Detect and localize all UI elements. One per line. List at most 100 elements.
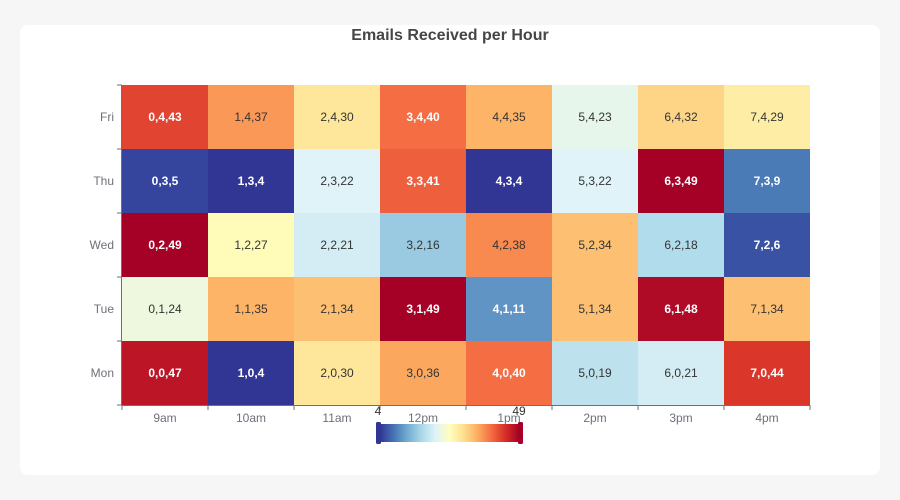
heatmap-cell[interactable]	[466, 277, 552, 341]
y-tick-label: Wed	[90, 238, 114, 252]
heatmap-cell[interactable]	[208, 277, 294, 341]
visual-map-min-handle[interactable]	[376, 422, 381, 444]
cell-value-label: 4,1,11	[493, 302, 526, 316]
heatmap-cell[interactable]	[122, 149, 208, 213]
heatmap-cell[interactable]	[208, 341, 294, 405]
cell-value-label: 0,0,47	[148, 366, 182, 380]
cell-value-label: 0,3,5	[152, 174, 179, 188]
heatmap-cell[interactable]	[380, 277, 466, 341]
cell-value-label: 6,4,32	[664, 110, 698, 124]
heatmap-cell[interactable]	[122, 341, 208, 405]
visual-map[interactable]: 4 49	[375, 404, 526, 444]
cell-value-label: 0,4,43	[148, 110, 182, 124]
heatmap-cell[interactable]	[724, 277, 810, 341]
heatmap-cell[interactable]	[638, 85, 724, 149]
heatmap-cell[interactable]	[294, 341, 380, 405]
heatmap-cell[interactable]	[466, 341, 552, 405]
y-tick-label: Thu	[93, 174, 114, 188]
cell-value-label: 7,2,6	[754, 238, 781, 252]
visual-map-gradient-bar[interactable]	[380, 424, 519, 442]
cell-value-label: 2,4,30	[320, 110, 354, 124]
x-tick-label: 3pm	[669, 411, 692, 425]
heatmap-cell[interactable]	[466, 85, 552, 149]
x-tick-label: 12pm	[408, 411, 438, 425]
cell-value-label: 6,2,18	[664, 238, 698, 252]
heatmap-cell[interactable]	[552, 277, 638, 341]
heatmap-cell[interactable]	[380, 85, 466, 149]
cell-value-label: 6,3,49	[664, 174, 698, 188]
heatmap-cell[interactable]	[380, 341, 466, 405]
y-tick-label: Fri	[100, 110, 114, 124]
heatmap-cell[interactable]	[294, 149, 380, 213]
heatmap-cell[interactable]	[122, 277, 208, 341]
visual-map-max-handle[interactable]	[518, 422, 523, 444]
heatmap-cell[interactable]	[552, 213, 638, 277]
chart-title: Emails Received per Hour	[351, 27, 549, 44]
heatmap-cell[interactable]	[466, 149, 552, 213]
cell-value-label: 5,3,22	[578, 174, 612, 188]
cell-value-label: 5,2,34	[578, 238, 612, 252]
heatmap-cell[interactable]	[552, 149, 638, 213]
cell-value-label: 1,2,27	[234, 238, 268, 252]
cell-value-label: 7,4,29	[750, 110, 784, 124]
visual-map-max-label: 49	[512, 404, 526, 418]
heatmap-cell[interactable]	[294, 213, 380, 277]
cell-value-label: 1,1,35	[234, 302, 268, 316]
heatmap-cell[interactable]	[380, 149, 466, 213]
heatmap-cell[interactable]	[724, 85, 810, 149]
cell-value-label: 1,0,4	[238, 366, 265, 380]
heatmap-cell[interactable]	[638, 213, 724, 277]
x-tick-label: 1pm	[497, 411, 520, 425]
cell-value-label: 4,2,38	[492, 238, 526, 252]
cell-value-label: 1,3,4	[238, 174, 265, 188]
x-tick-label: 9am	[153, 411, 176, 425]
heatmap-cell[interactable]	[294, 277, 380, 341]
cell-value-label: 7,1,34	[750, 302, 784, 316]
cell-value-label: 2,3,22	[320, 174, 354, 188]
cell-value-label: 6,1,48	[664, 302, 698, 316]
heatmap-cells: 0,0,47 1,0,4 2,0,30 3,0,36 4,0,40 5,0,19 6,0,2…	[122, 85, 810, 405]
heatmap-cell[interactable]	[724, 213, 810, 277]
cell-value-label: 7,3,9	[754, 174, 781, 188]
cell-value-label: 2,2,21	[320, 238, 354, 252]
cell-value-label: 2,0,30	[320, 366, 354, 380]
heatmap-cell[interactable]	[294, 85, 380, 149]
heatmap-cell[interactable]	[208, 85, 294, 149]
heatmap-cell[interactable]	[466, 213, 552, 277]
heatmap-cell[interactable]	[552, 341, 638, 405]
cell-value-label: 5,0,19	[578, 366, 612, 380]
x-tick-label: 2pm	[583, 411, 606, 425]
x-tick-label: 4pm	[755, 411, 778, 425]
cell-value-label: 5,1,34	[578, 302, 612, 316]
y-tick-label: Tue	[94, 302, 115, 316]
x-tick-label: 11am	[322, 411, 351, 425]
heatmap-cell[interactable]	[638, 277, 724, 341]
cell-value-label: 3,4,40	[406, 110, 440, 124]
cell-value-label: 4,0,40	[492, 366, 526, 380]
x-tick-label: 10am	[236, 411, 266, 425]
heatmap-cell[interactable]	[724, 149, 810, 213]
cell-value-label: 3,2,16	[406, 238, 440, 252]
heatmap-cell[interactable]	[122, 213, 208, 277]
axes: 9am 10am 11am 12pm 1pm 2pm 3pm 4pm Mon Tue Wed Thu F…	[90, 84, 811, 425]
heatmap-cell[interactable]	[724, 341, 810, 405]
cell-value-label: 5,4,23	[578, 110, 612, 124]
cell-value-label: 3,1,49	[406, 302, 440, 316]
y-tick-label: Mon	[91, 366, 114, 380]
cell-value-label: 3,3,41	[406, 174, 440, 188]
heatmap-cell[interactable]	[638, 341, 724, 405]
heatmap-cell[interactable]	[122, 85, 208, 149]
heatmap-cell[interactable]	[208, 213, 294, 277]
heatmap-cell[interactable]	[380, 213, 466, 277]
cell-value-label: 3,0,36	[406, 366, 440, 380]
cell-value-label: 4,3,4	[496, 174, 523, 188]
cell-value-label: 0,2,49	[148, 238, 182, 252]
cell-value-label: 2,1,34	[320, 302, 354, 316]
cell-value-label: 4,4,35	[492, 110, 526, 124]
cell-value-label: 6,0,21	[664, 366, 698, 380]
heatmap-cell[interactable]	[208, 149, 294, 213]
heatmap-cell[interactable]	[552, 85, 638, 149]
visual-map-min-label: 4	[375, 404, 382, 418]
heatmap-cell[interactable]	[638, 149, 724, 213]
